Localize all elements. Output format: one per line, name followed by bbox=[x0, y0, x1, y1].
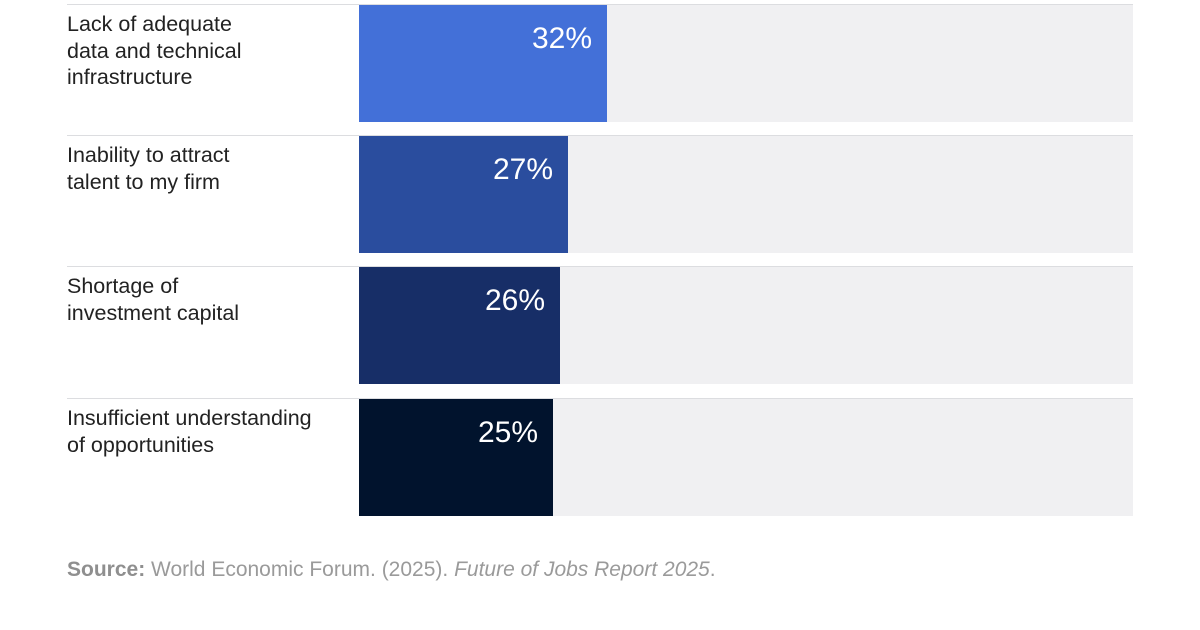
source-label: Source: bbox=[67, 558, 146, 581]
bar bbox=[359, 399, 553, 516]
row-divider bbox=[67, 266, 1133, 267]
bar bbox=[359, 5, 607, 122]
source-note: Source: World Economic Forum. (2025). Fu… bbox=[67, 558, 716, 582]
source-end: . bbox=[709, 558, 716, 581]
category-label: Inability to attract talent to my firm bbox=[67, 143, 230, 194]
category-label: Insufficient understanding of opportunit… bbox=[67, 406, 312, 457]
bar-value-label: 25% bbox=[477, 416, 538, 449]
category-label: Lack of adequate data and technical infr… bbox=[67, 12, 242, 89]
source-report-title: Future of Jobs Report 2025 bbox=[454, 558, 710, 581]
bar bbox=[359, 136, 568, 253]
bar-value-label: 26% bbox=[484, 284, 545, 317]
source-text: World Economic Forum. (2025). bbox=[145, 558, 455, 581]
category-label: Shortage of investment capital bbox=[67, 274, 240, 325]
row-divider bbox=[67, 135, 1133, 136]
bar-value-label: 27% bbox=[492, 153, 553, 186]
row-divider bbox=[67, 398, 1133, 399]
bar-value-label: 32% bbox=[531, 22, 592, 55]
row-divider bbox=[67, 4, 1133, 5]
bar-chart: Lack of adequate data and technical infr… bbox=[67, 4, 1133, 516]
bar bbox=[359, 267, 560, 384]
